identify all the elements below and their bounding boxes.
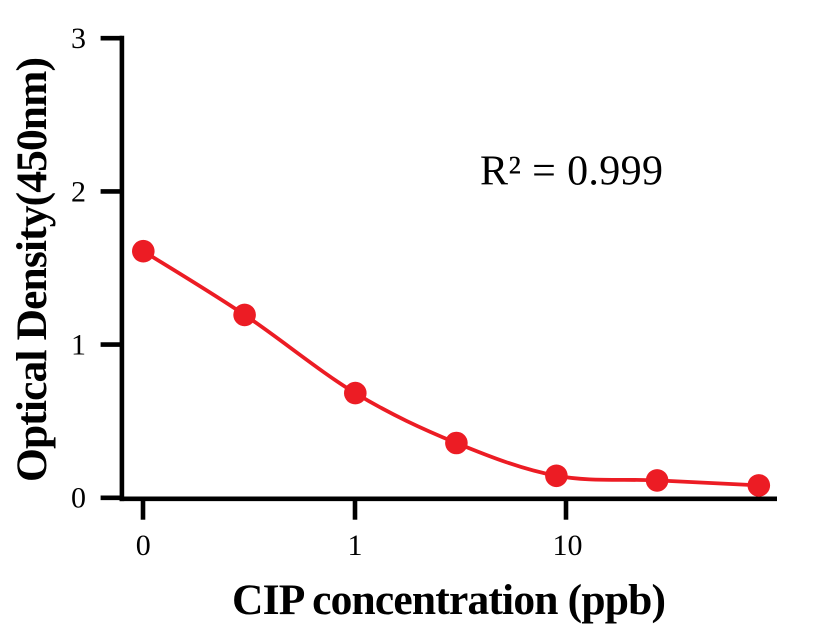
svg-text:CIP concentration (ppb): CIP concentration (ppb) xyxy=(232,576,666,624)
svg-text:3: 3 xyxy=(71,22,86,55)
svg-text:0: 0 xyxy=(71,482,86,515)
svg-text:2: 2 xyxy=(71,175,86,208)
svg-text:Optical Density(450nm): Optical Density(450nm) xyxy=(8,57,56,482)
svg-text:10: 10 xyxy=(553,529,583,562)
svg-text:0: 0 xyxy=(136,529,151,562)
svg-text:R² = 0.999: R² = 0.999 xyxy=(480,149,663,195)
svg-text:1: 1 xyxy=(71,329,86,362)
svg-text:1: 1 xyxy=(348,529,363,562)
